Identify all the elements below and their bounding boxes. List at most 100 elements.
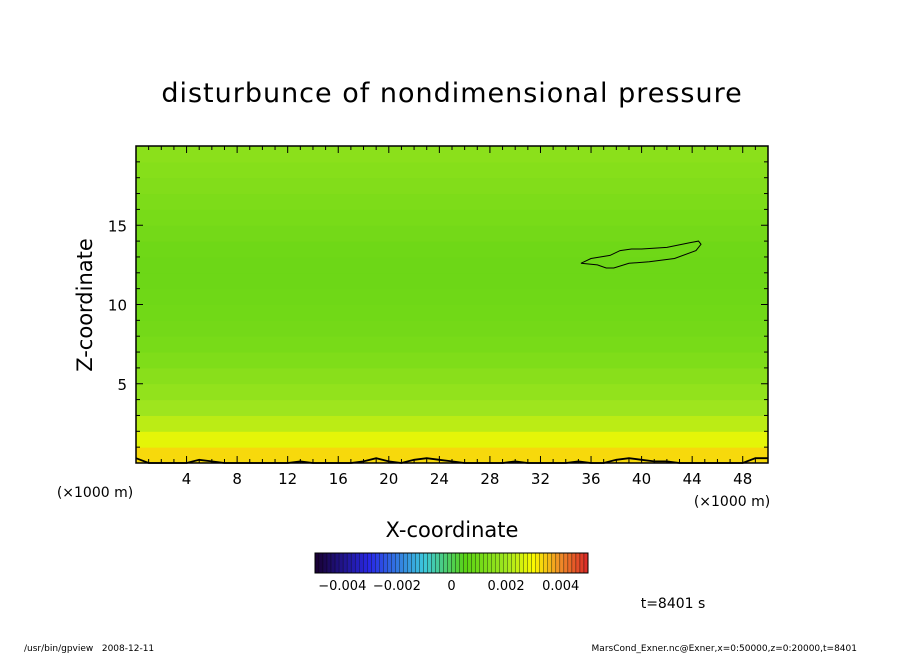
colorbar-cell [423, 552, 428, 574]
colorbar-cell [367, 552, 372, 574]
colorbar-cell [354, 552, 360, 574]
colorbar-cell [543, 552, 549, 574]
closed-contour [580, 240, 702, 269]
colorbar-tick-label: 0.004 [542, 579, 579, 594]
x-axis-ticks: 4 8 12 16 20 24 28 32 36 40 44 48 [135, 146, 769, 488]
colorbar-cell [314, 552, 320, 574]
x-axis-label: X-coordinate [386, 518, 519, 542]
colorbar-cell [467, 552, 472, 574]
colorbar-cell [487, 552, 492, 574]
colorbar-cell [407, 552, 412, 574]
chart-title: disturbunce of nondimensional pressure [161, 78, 742, 109]
x-tick-label: 24 [430, 470, 449, 488]
colorbar-cell [571, 552, 577, 574]
colorbar-cell [527, 552, 532, 574]
x-unit-label: (×1000 m) [694, 494, 770, 510]
field-band [136, 351, 768, 369]
colorbar-cell [535, 552, 540, 574]
y-tick-label: 10 [108, 297, 127, 315]
colorbar-cell [555, 552, 561, 574]
colorbar-cell [503, 552, 508, 574]
field-band [136, 335, 768, 353]
colorbar-cell [459, 552, 464, 574]
colorbar-cell [559, 552, 565, 574]
colorbar-cell [443, 552, 448, 574]
x-tick-label: 28 [480, 470, 499, 488]
colorbar-cell [350, 552, 356, 574]
colorbar-cell [395, 552, 400, 574]
y-tick-label: 5 [117, 376, 127, 394]
colorbar [314, 552, 589, 574]
colorbar-cell [363, 552, 368, 574]
colorbar-cell [330, 552, 336, 574]
colorbar-tick-label: −0.002 [373, 579, 421, 594]
colorbar-tick-label: 0.002 [487, 579, 524, 594]
colorbar-cell [583, 552, 589, 574]
x-tick-label: 8 [232, 470, 242, 488]
field-band [136, 193, 768, 210]
field-band [136, 304, 768, 321]
footer-left: /usr/bin/gpview 2008-12-11 [24, 644, 154, 654]
colorbar-cell [495, 552, 500, 574]
y-tick-label: 15 [108, 217, 127, 235]
colorbar-cell [387, 552, 392, 574]
colorbar-cell [391, 552, 396, 574]
x-tick-label: 48 [733, 470, 752, 488]
field-band [136, 367, 768, 385]
field-band [136, 145, 768, 163]
field-band [136, 272, 768, 290]
colorbar-cell [379, 552, 384, 574]
colorbar-cell [463, 552, 468, 574]
colorbar-cell [383, 552, 388, 574]
colorbar-cell [491, 552, 496, 574]
colorbar-tick-label: −0.004 [318, 579, 366, 594]
colorbar-cell [567, 552, 573, 574]
colorbar-cell [451, 552, 456, 574]
colorbar-cell [563, 552, 569, 574]
colorbar-cell [435, 552, 440, 574]
field-band [136, 414, 768, 432]
field-band [136, 430, 768, 448]
colorbar-cell [507, 552, 512, 574]
colorbar-cell [318, 552, 324, 574]
x-tick-label: 12 [278, 470, 297, 488]
field-band [136, 208, 768, 226]
colorbar-cell [547, 552, 553, 574]
colorbar-cell [519, 552, 524, 574]
x-tick-label: 36 [581, 470, 600, 488]
colorbar-cell [483, 552, 488, 574]
colorbar-cell [359, 552, 364, 574]
x-tick-label: 44 [683, 470, 702, 488]
y-axis-label: Z-coordinate [73, 238, 97, 372]
field-band [136, 383, 768, 401]
colorbar-cell [371, 552, 376, 574]
field-band [136, 161, 768, 179]
field-band [136, 446, 768, 464]
colorbar-cell [375, 552, 380, 574]
field-band [136, 319, 768, 337]
y-unit-label: (×1000 m) [57, 485, 133, 501]
colorbar-cell [511, 552, 516, 574]
colorbar-cell [471, 552, 476, 574]
colorbar-cell [455, 552, 460, 574]
colorbar-cell [551, 552, 557, 574]
colorbar-cell [479, 552, 484, 574]
x-tick-label: 20 [379, 470, 398, 488]
colorbar-cell [475, 552, 480, 574]
colorbar-cell [539, 552, 544, 574]
x-tick-label: 40 [632, 470, 651, 488]
colorbar-cell [346, 552, 352, 574]
colorbar-cell [579, 552, 585, 574]
field-band [136, 240, 768, 258]
colorbar-cell [499, 552, 504, 574]
colorbar-tick-labels: −0.004 −0.002 0 0.002 0.004 [318, 579, 579, 594]
x-tick-label: 32 [531, 470, 550, 488]
field-band [136, 224, 768, 242]
colorbar-cell [575, 552, 581, 574]
colorbar-cell [427, 552, 432, 574]
colorbar-cell [419, 552, 424, 574]
colorbar-cell [531, 552, 536, 574]
field-band [136, 288, 768, 305]
colorbar-cell [399, 552, 404, 574]
